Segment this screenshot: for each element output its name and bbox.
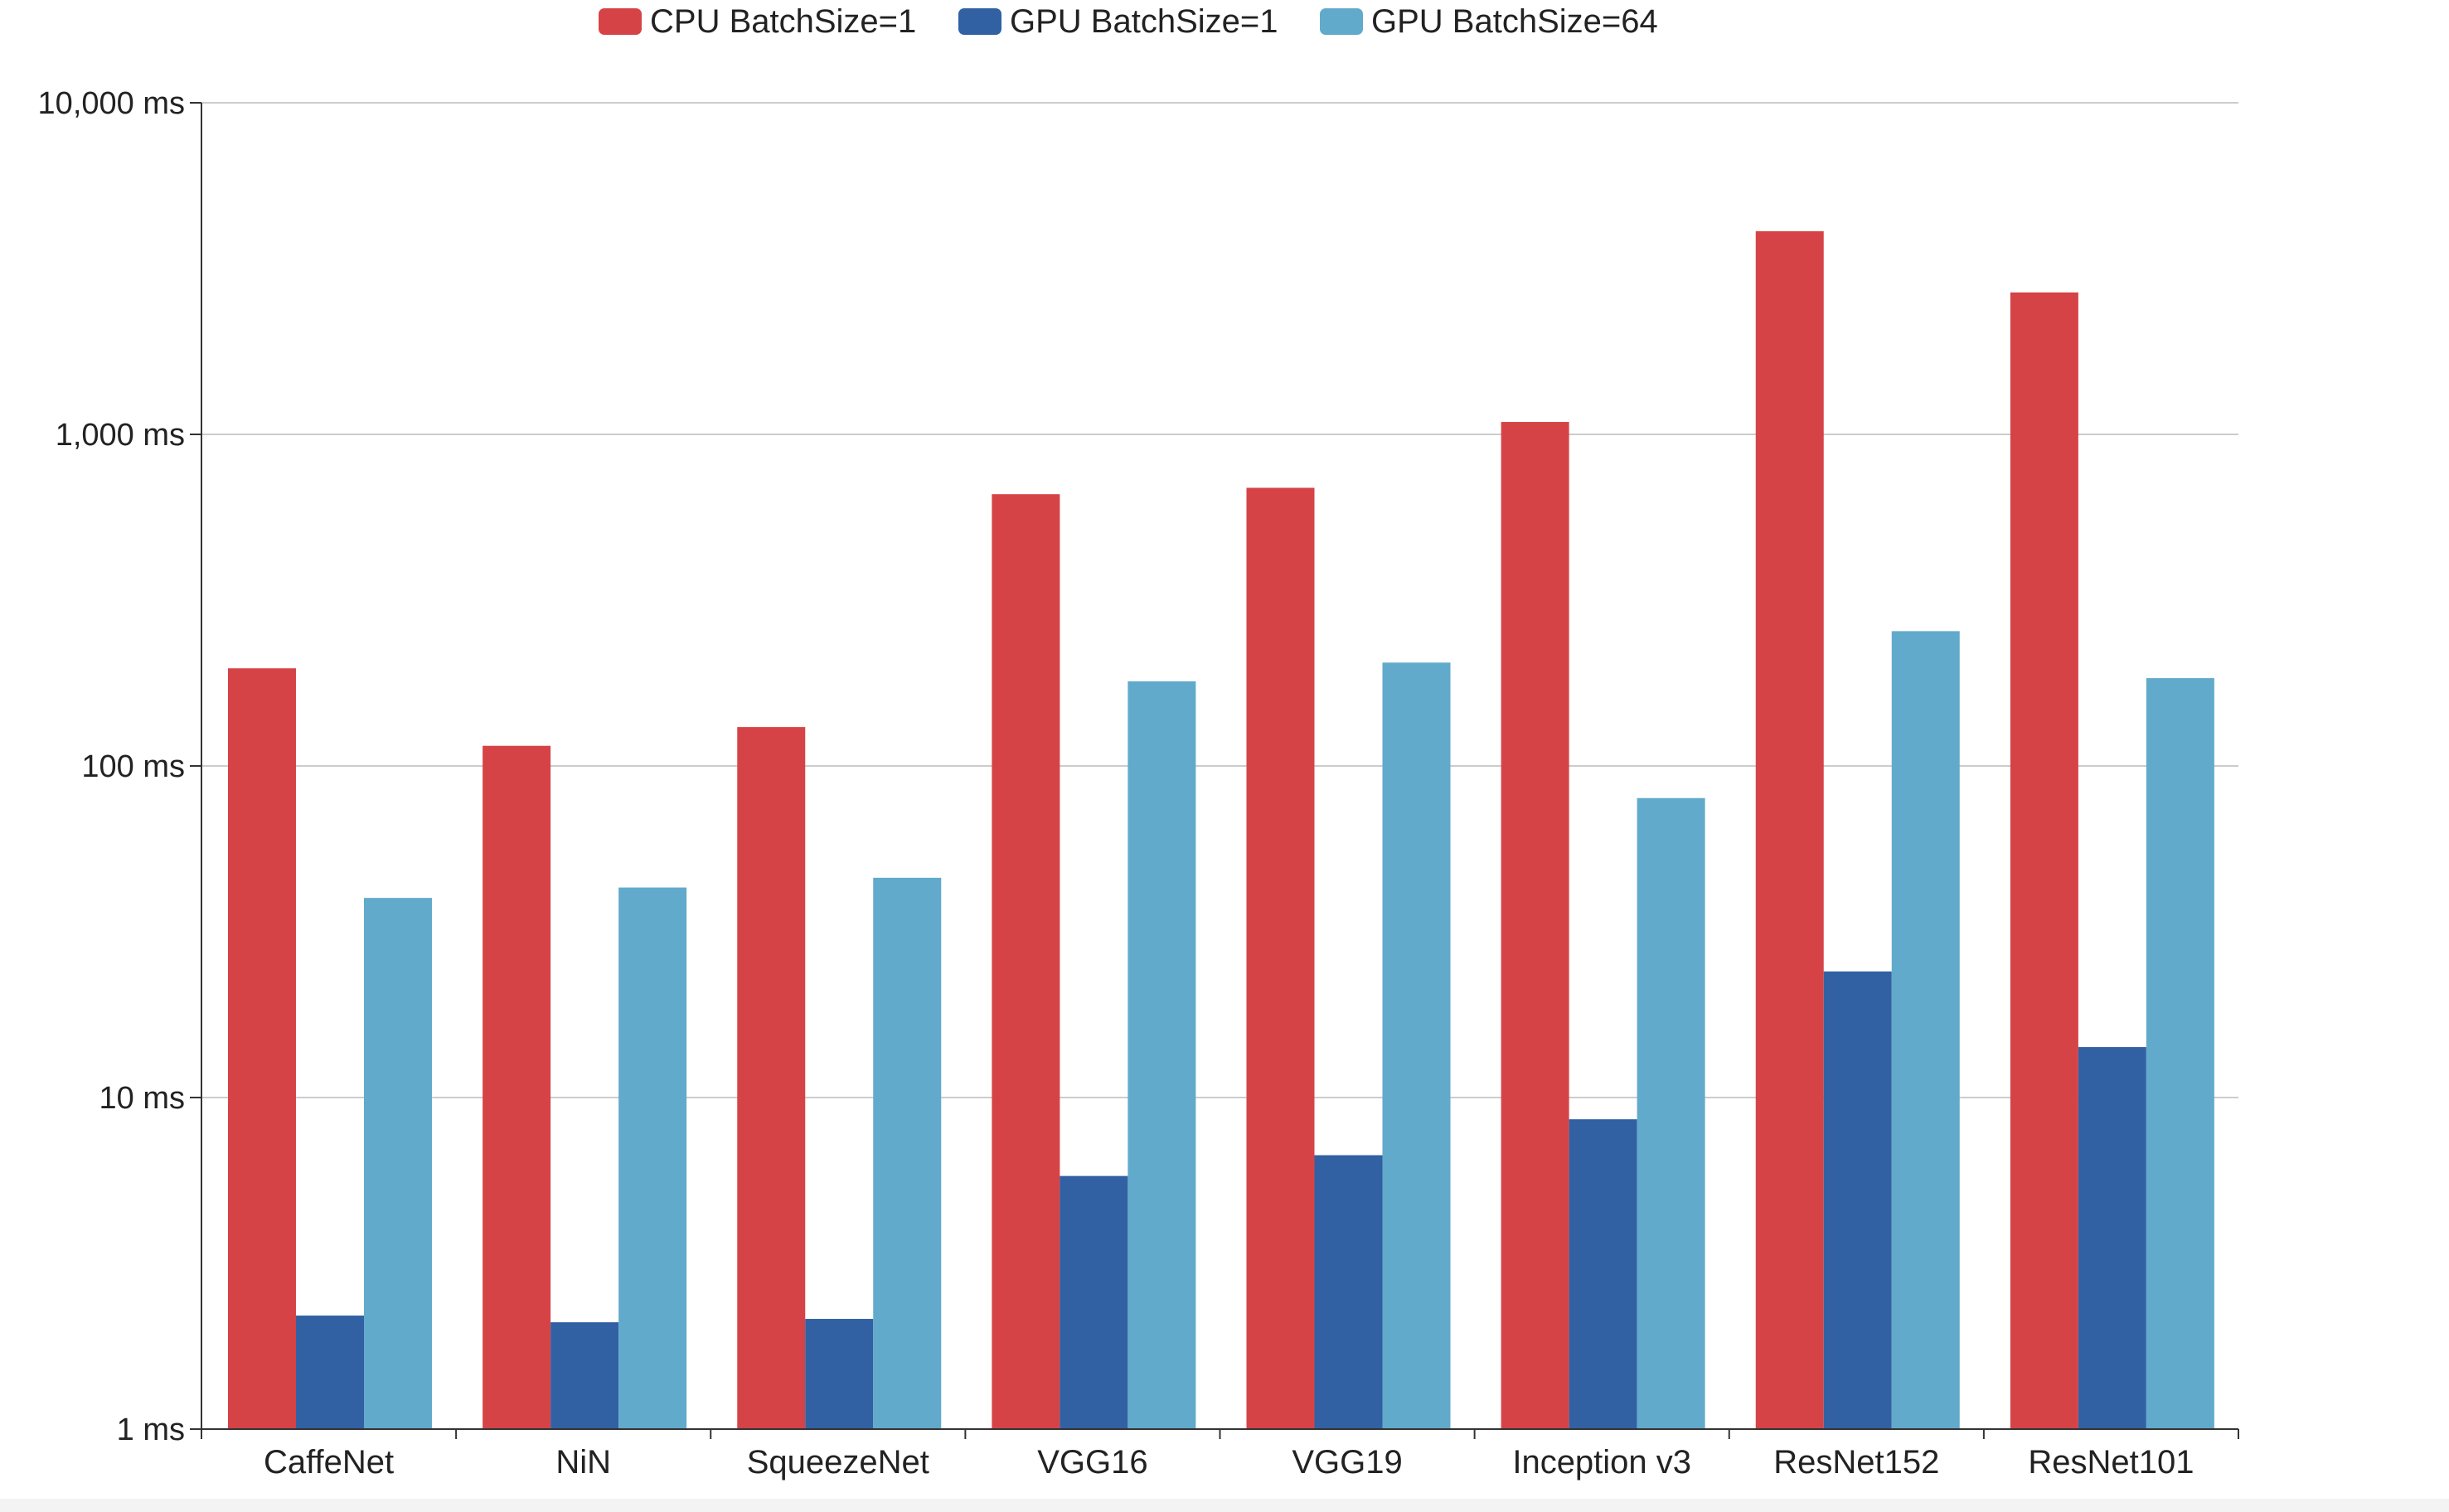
- bar: [1569, 1119, 1637, 1429]
- bar: [2010, 292, 2078, 1429]
- bar: [364, 898, 432, 1429]
- bar-group: [483, 745, 687, 1429]
- bar: [1823, 971, 1892, 1429]
- legend-swatch: [1320, 8, 1363, 35]
- bar: [483, 745, 551, 1429]
- y-axis: 1 ms 10 ms 100 ms 1,000 ms 10,000 ms: [38, 86, 202, 1447]
- legend-label: GPU BatchSize=64: [1371, 3, 1658, 40]
- bar: [1382, 662, 1451, 1429]
- bar: [296, 1316, 364, 1429]
- x-axis: CaffeNet NiN SqueezeNet VGG16 VGG19 Inception…: [201, 1428, 2239, 1480]
- legend-swatch: [599, 8, 642, 35]
- bar-group: [228, 668, 432, 1429]
- x-tick-label: VGG19: [1292, 1444, 1402, 1480]
- y-tick-label: 10,000 ms: [38, 86, 185, 121]
- legend-label: CPU BatchSize=1: [650, 3, 916, 40]
- bottom-band: [0, 1499, 2449, 1512]
- bar: [873, 877, 942, 1429]
- y-tick-label: 1,000 ms: [56, 418, 185, 453]
- legend-label: GPU BatchSize=1: [1010, 3, 1278, 40]
- bar: [992, 494, 1060, 1430]
- bar: [1246, 487, 1315, 1429]
- bar: [228, 668, 296, 1429]
- bar: [550, 1322, 619, 1429]
- bar: [1128, 681, 1196, 1429]
- x-tick-label: ResNet101: [2028, 1444, 2194, 1480]
- legend-swatch: [958, 8, 1001, 35]
- bar-group: [992, 494, 1196, 1430]
- legend-item[interactable]: CPU BatchSize=1: [599, 3, 916, 40]
- y-tick-label: 100 ms: [81, 749, 185, 784]
- bar: [737, 727, 806, 1429]
- y-tick-label: 10 ms: [99, 1081, 185, 1116]
- x-tick-label: CaffeNet: [264, 1444, 394, 1480]
- bar: [1755, 230, 1824, 1429]
- bar: [1637, 797, 1705, 1429]
- bars: [228, 230, 2214, 1430]
- bar: [2146, 678, 2214, 1429]
- y-tick-label: 1 ms: [117, 1413, 185, 1447]
- bar-group: [1501, 422, 1705, 1429]
- bar: [2078, 1047, 2146, 1429]
- legend-item[interactable]: GPU BatchSize=1: [958, 3, 1278, 40]
- bar: [1314, 1155, 1383, 1429]
- bar-group: [1755, 230, 1960, 1429]
- legend-item[interactable]: GPU BatchSize=64: [1320, 3, 1658, 40]
- bar-group: [2010, 292, 2214, 1429]
- x-tick-label: ResNet152: [1773, 1444, 1939, 1480]
- x-tick-label: Inception v3: [1512, 1444, 1691, 1480]
- legend: CPU BatchSize=1 GPU BatchSize=1 GPU BatchS…: [599, 3, 1658, 40]
- x-tick-label: VGG16: [1037, 1444, 1147, 1480]
- bar: [1501, 422, 1569, 1429]
- bar-group: [737, 727, 942, 1429]
- x-tick-label: SqueezeNet: [747, 1444, 929, 1480]
- bar: [1060, 1175, 1128, 1429]
- x-tick-label: NiN: [555, 1444, 611, 1480]
- bar: [1891, 631, 1960, 1429]
- bar: [618, 887, 687, 1429]
- bar-group: [1246, 487, 1451, 1429]
- bar: [805, 1319, 874, 1429]
